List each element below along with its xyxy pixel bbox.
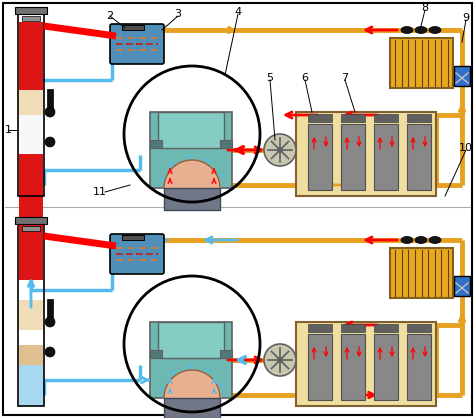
Ellipse shape [401,26,413,33]
Text: 7: 7 [342,73,349,83]
Text: 2: 2 [106,11,114,21]
Bar [308,114,332,122]
Text: 10: 10 [459,143,473,153]
Bar [19,154,43,280]
Bar [19,115,43,155]
Bar [47,299,53,325]
Bar [19,345,43,365]
Bar [341,334,365,400]
Bar [122,25,144,30]
Bar [390,248,453,298]
Bar [22,226,40,231]
Bar [150,350,162,358]
Ellipse shape [429,237,441,244]
Bar [15,217,47,224]
Bar [158,112,224,148]
Bar [220,350,232,358]
Text: 6: 6 [302,73,308,83]
Bar [341,324,365,332]
Bar [341,114,365,122]
Bar [150,140,162,148]
Text: 1: 1 [4,125,11,135]
Bar [454,66,470,86]
Text: 3: 3 [174,9,181,19]
Bar [374,324,398,332]
Text: 4: 4 [235,7,242,17]
Bar [407,334,431,400]
Bar [122,235,144,240]
Bar [19,300,43,330]
Text: 8: 8 [421,3,428,13]
Bar [296,322,436,406]
Circle shape [277,147,283,153]
Circle shape [45,347,55,357]
Bar [47,89,53,115]
Bar [454,276,470,296]
Bar [308,334,332,400]
Bar [18,12,44,196]
Bar [164,188,220,210]
Bar [220,140,232,148]
Text: 11: 11 [93,187,107,197]
Bar [19,22,43,90]
Bar [19,155,43,196]
Bar [390,38,453,88]
Ellipse shape [415,26,427,33]
Bar [164,398,220,418]
Ellipse shape [415,237,427,244]
Circle shape [45,317,55,327]
Bar [15,7,47,14]
Bar [22,16,40,21]
Bar [374,124,398,190]
Bar [407,324,431,332]
Circle shape [277,357,283,363]
Text: 9: 9 [463,13,470,23]
Bar [407,114,431,122]
Bar [308,124,332,190]
Circle shape [45,137,55,147]
Circle shape [264,344,296,376]
Text: 5: 5 [266,73,274,83]
Bar [19,365,43,406]
Bar [18,222,44,406]
Ellipse shape [429,26,441,33]
Bar [341,124,365,190]
Bar [158,322,224,358]
Bar [308,324,332,332]
Bar [150,112,232,188]
Circle shape [264,134,296,166]
Circle shape [45,107,55,117]
Bar [407,124,431,190]
Ellipse shape [401,237,413,244]
Bar [374,334,398,400]
FancyBboxPatch shape [110,234,164,274]
FancyBboxPatch shape [110,24,164,64]
Bar [296,112,436,196]
Bar [374,114,398,122]
Bar [150,322,232,398]
Bar [19,90,43,115]
